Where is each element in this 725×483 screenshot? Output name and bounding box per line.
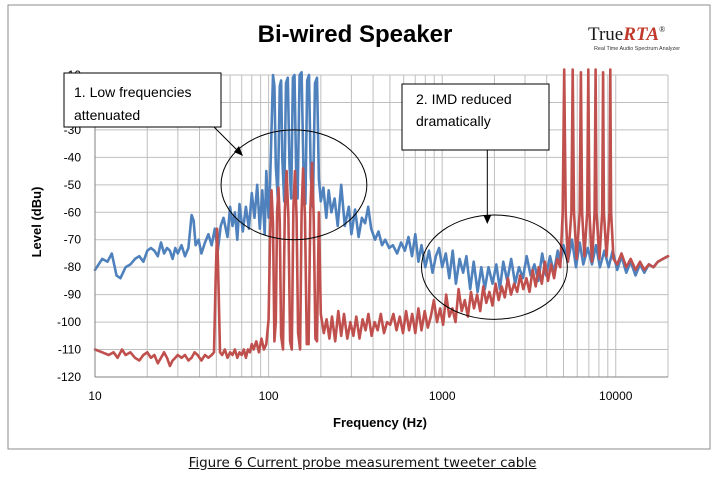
- annotation-1-text: 1. Low frequencies: [74, 84, 192, 100]
- x-axis-label: Frequency (Hz): [333, 415, 427, 430]
- annotation-ellipse-1: [220, 129, 368, 241]
- y-axis-label: Level (dBu): [29, 187, 44, 258]
- logo-tagline: Real Time Audio Spectrum Analyzer: [594, 46, 680, 52]
- annotation-arrowhead-1: [234, 146, 243, 156]
- y-tick-label: -40: [64, 150, 82, 164]
- y-tick-label: -70: [64, 233, 82, 247]
- y-tick-label: -80: [64, 260, 82, 274]
- logo-accent-text: RTA: [622, 24, 659, 45]
- y-tick-label: -100: [57, 315, 81, 329]
- svg-text:TrueRTA®: TrueRTA®: [588, 24, 665, 45]
- y-tick-label: -50: [64, 178, 82, 192]
- annotations: 1. Low frequencies attenuated 2. IMD reduc…: [63, 72, 568, 320]
- x-tick-label: 100: [259, 389, 279, 403]
- series-layer: [93, 68, 670, 368]
- annotation-arrow-1: [213, 126, 240, 153]
- annotation-box-2: [401, 83, 550, 151]
- annotation-2-text: 2. IMD reduced: [416, 91, 512, 107]
- logo-trademark: ®: [659, 25, 665, 34]
- x-tick-label: 10000: [599, 389, 633, 403]
- annotation-box-1: [63, 72, 222, 128]
- x-tick-label: 10: [88, 389, 102, 403]
- truerta-logo: TrueRTA® Real Time Audio Spectrum Analyz…: [588, 24, 680, 52]
- y-tick-label: -110: [58, 343, 81, 357]
- annotation-2-text: dramatically: [416, 113, 491, 129]
- figure-caption: Figure 6 Current probe measurement tweet…: [188, 455, 537, 471]
- series-line-red: [93, 68, 670, 368]
- y-tick-label: -90: [64, 288, 82, 302]
- y-tick-label: -60: [64, 205, 82, 219]
- annotation-arrowhead-2: [483, 215, 492, 224]
- annotation-1-text: attenuated: [74, 107, 140, 123]
- annotation-ellipse-2: [421, 214, 568, 320]
- y-tick-label: -120: [57, 370, 81, 384]
- chart-title: Bi-wired Speaker: [258, 21, 453, 48]
- logo-brand-text: True: [588, 24, 623, 45]
- x-tick-label: 1000: [429, 389, 456, 403]
